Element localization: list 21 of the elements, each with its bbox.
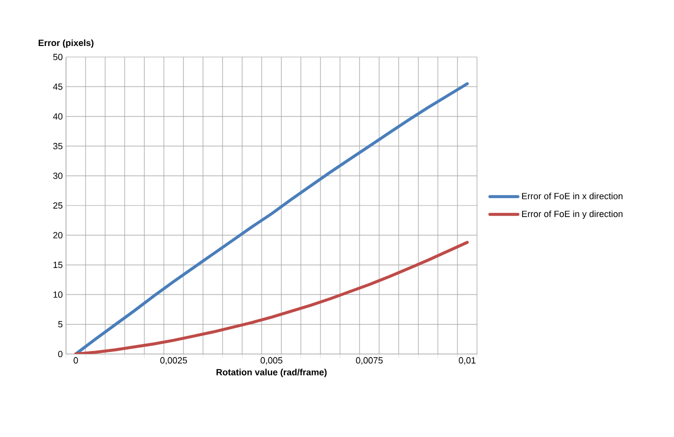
y-axis-title: Error (pixels) (38, 39, 94, 48)
y-tick-label: 15 (54, 262, 62, 268)
x-tick-label: 0,005 (260, 357, 282, 365)
y-tick-label: 30 (53, 172, 62, 179)
x-tick-label: 0,0025 (160, 357, 187, 365)
y-tick-label: 25 (53, 202, 62, 209)
y-tick-label: 0 (58, 350, 62, 358)
x-axis-title: Rotation value (rad/frame) (216, 368, 327, 378)
x-tick-label: 0,01 (458, 357, 476, 365)
y-tick-label: 45 (53, 84, 62, 90)
x-tick-label: 0 (74, 357, 78, 364)
legend-label: Error of FoE in y direction (522, 210, 622, 219)
y-tick-label: 50 (53, 54, 62, 60)
y-tick-label: 35 (53, 142, 62, 150)
legend-label: Error of FoE in x direction (522, 192, 622, 200)
y-tick-label: 20 (53, 232, 62, 238)
y-tick-label: 5 (58, 321, 62, 328)
y-tick-label: 10 (54, 291, 62, 298)
y-tick-label: 40 (53, 113, 62, 120)
x-tick-label: 0,0075 (356, 357, 383, 365)
line-series (74, 82, 469, 354)
